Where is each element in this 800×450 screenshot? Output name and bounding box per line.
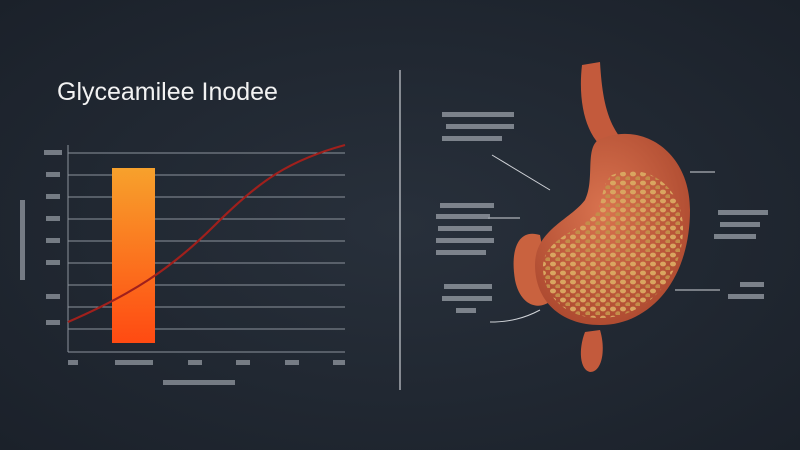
title: Glyceamilee Inodee	[57, 78, 278, 106]
stomach	[513, 62, 690, 372]
bar	[112, 168, 155, 343]
illegible-labels	[20, 150, 345, 385]
callout-lines	[488, 154, 720, 323]
line	[67, 143, 346, 324]
illegible-annotations	[436, 112, 768, 313]
